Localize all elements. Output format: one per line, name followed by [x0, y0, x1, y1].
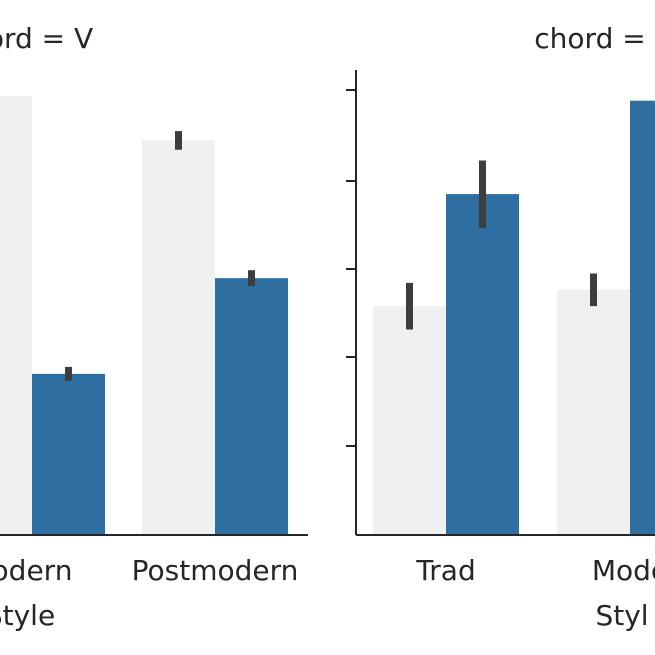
bar-postmodern-series1	[215, 278, 288, 535]
chart-title: ord = V	[0, 22, 93, 55]
bar-modern-series1	[630, 100, 655, 535]
bar-trad-series1	[446, 194, 519, 535]
x-axis-label: Styl	[595, 599, 648, 632]
bar-modern-series0	[557, 289, 630, 535]
x-axis-label: Style	[0, 599, 55, 632]
bar-modern-series1	[32, 373, 105, 535]
bar-modern-series0	[0, 96, 32, 536]
x-tick-label: Postmodern	[132, 554, 299, 587]
bar-postmodern-series0	[142, 140, 215, 535]
x-tick-label: Mode	[592, 554, 655, 587]
chart-title: chord =	[534, 22, 645, 55]
x-tick-label: odern	[0, 554, 72, 587]
x-tick-label: Trad	[415, 554, 475, 587]
bar-trad-series0	[373, 306, 446, 535]
